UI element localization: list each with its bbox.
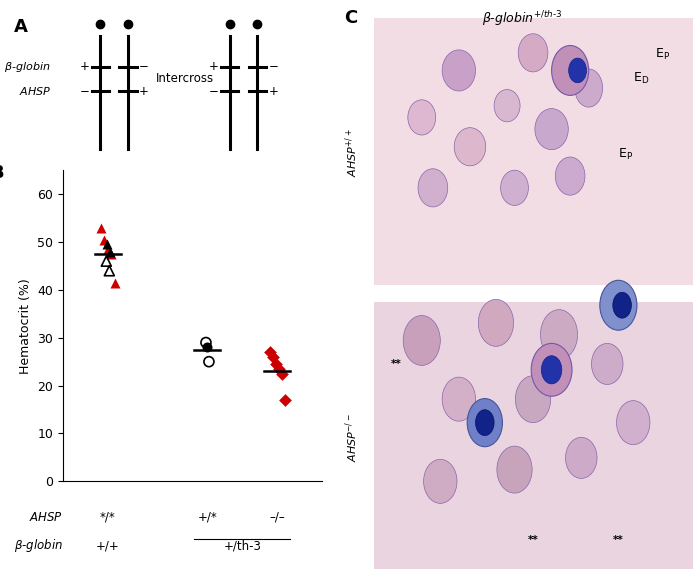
Ellipse shape [424,459,457,504]
Ellipse shape [531,343,572,396]
Point [104,266,115,275]
Bar [374,302,692,569]
Ellipse shape [403,316,440,365]
Ellipse shape [497,446,532,493]
Text: **: ** [528,535,538,545]
Text: A: A [14,18,28,36]
Point [99,235,110,244]
Ellipse shape [540,309,577,359]
Point [95,223,106,232]
Point [203,357,214,366]
Text: $\it{AHSP}$: $\it{AHSP}$ [19,85,51,97]
Ellipse shape [475,410,494,436]
Point [276,369,287,379]
Ellipse shape [541,356,562,384]
Ellipse shape [617,400,650,445]
Text: −: − [79,85,89,97]
Ellipse shape [518,33,548,72]
Point [109,278,120,288]
Point [264,348,275,357]
Ellipse shape [418,169,448,207]
Point [273,364,284,373]
Point [270,359,281,369]
Text: –/–: –/– [270,511,285,524]
Text: $\it{AHSP}$: $\it{AHSP}$ [29,511,63,524]
Ellipse shape [467,399,503,447]
Ellipse shape [408,100,435,135]
Ellipse shape [600,281,637,330]
Point [102,239,113,249]
Ellipse shape [442,50,475,91]
Text: +/*: +/* [197,511,217,524]
Ellipse shape [535,109,568,150]
Ellipse shape [442,377,475,421]
Ellipse shape [454,128,486,166]
Point [101,257,112,266]
Text: E$_\mathrm{P}$: E$_\mathrm{P}$ [618,147,634,162]
Text: +/+: +/+ [96,539,120,552]
Ellipse shape [515,376,551,423]
Point [200,338,211,348]
Ellipse shape [592,343,623,384]
Text: E$_\mathrm{D}$: E$_\mathrm{D}$ [634,70,650,86]
Y-axis label: Hematocrit (%): Hematocrit (%) [19,278,32,374]
Text: $\it{AHSP}$$^{\mathit{+/+}}$: $\it{AHSP}$$^{\mathit{+/+}}$ [343,129,360,177]
Bar [374,18,692,285]
Text: **: ** [391,359,401,369]
Text: Intercross: Intercross [155,72,214,85]
Point [267,352,279,362]
Text: $\it{\beta}$-$\it{globin}$: $\it{\beta}$-$\it{globin}$ [14,538,63,555]
Point [279,395,290,404]
Text: **: ** [613,535,624,545]
Text: +: + [79,60,89,73]
Ellipse shape [566,437,597,478]
Ellipse shape [494,89,520,122]
Text: $\it{AHSP}$$^{\mathit{-/-}}$: $\it{AHSP}$$^{\mathit{-/-}}$ [343,413,360,462]
Text: C: C [344,9,357,27]
Text: +: + [268,85,279,97]
Point [202,343,213,352]
Ellipse shape [478,299,514,346]
Text: −: − [209,85,218,97]
Text: +: + [209,60,218,73]
Text: B: B [0,164,4,182]
Point [106,249,117,259]
Text: −: − [268,60,279,73]
Text: */*: */* [100,511,116,524]
Point [102,245,113,254]
Text: E$_\mathrm{P}$: E$_\mathrm{P}$ [655,47,671,62]
Text: −: − [139,60,149,73]
Text: $\it{\beta}$-$\it{globin}$$^{\mathit{+/th\text{-}3}}$: $\it{\beta}$-$\it{globin}$$^{\mathit{+/t… [482,9,562,28]
Text: +/th-3: +/th-3 [223,539,261,552]
Ellipse shape [612,292,631,318]
Point [105,247,116,257]
Ellipse shape [555,157,585,195]
Ellipse shape [552,45,589,95]
Ellipse shape [500,170,528,205]
Text: +: + [139,85,149,97]
Ellipse shape [568,58,587,83]
Ellipse shape [575,69,603,107]
Text: $\it{\beta}$-$\it{globin}$: $\it{\beta}$-$\it{globin}$ [4,60,51,74]
